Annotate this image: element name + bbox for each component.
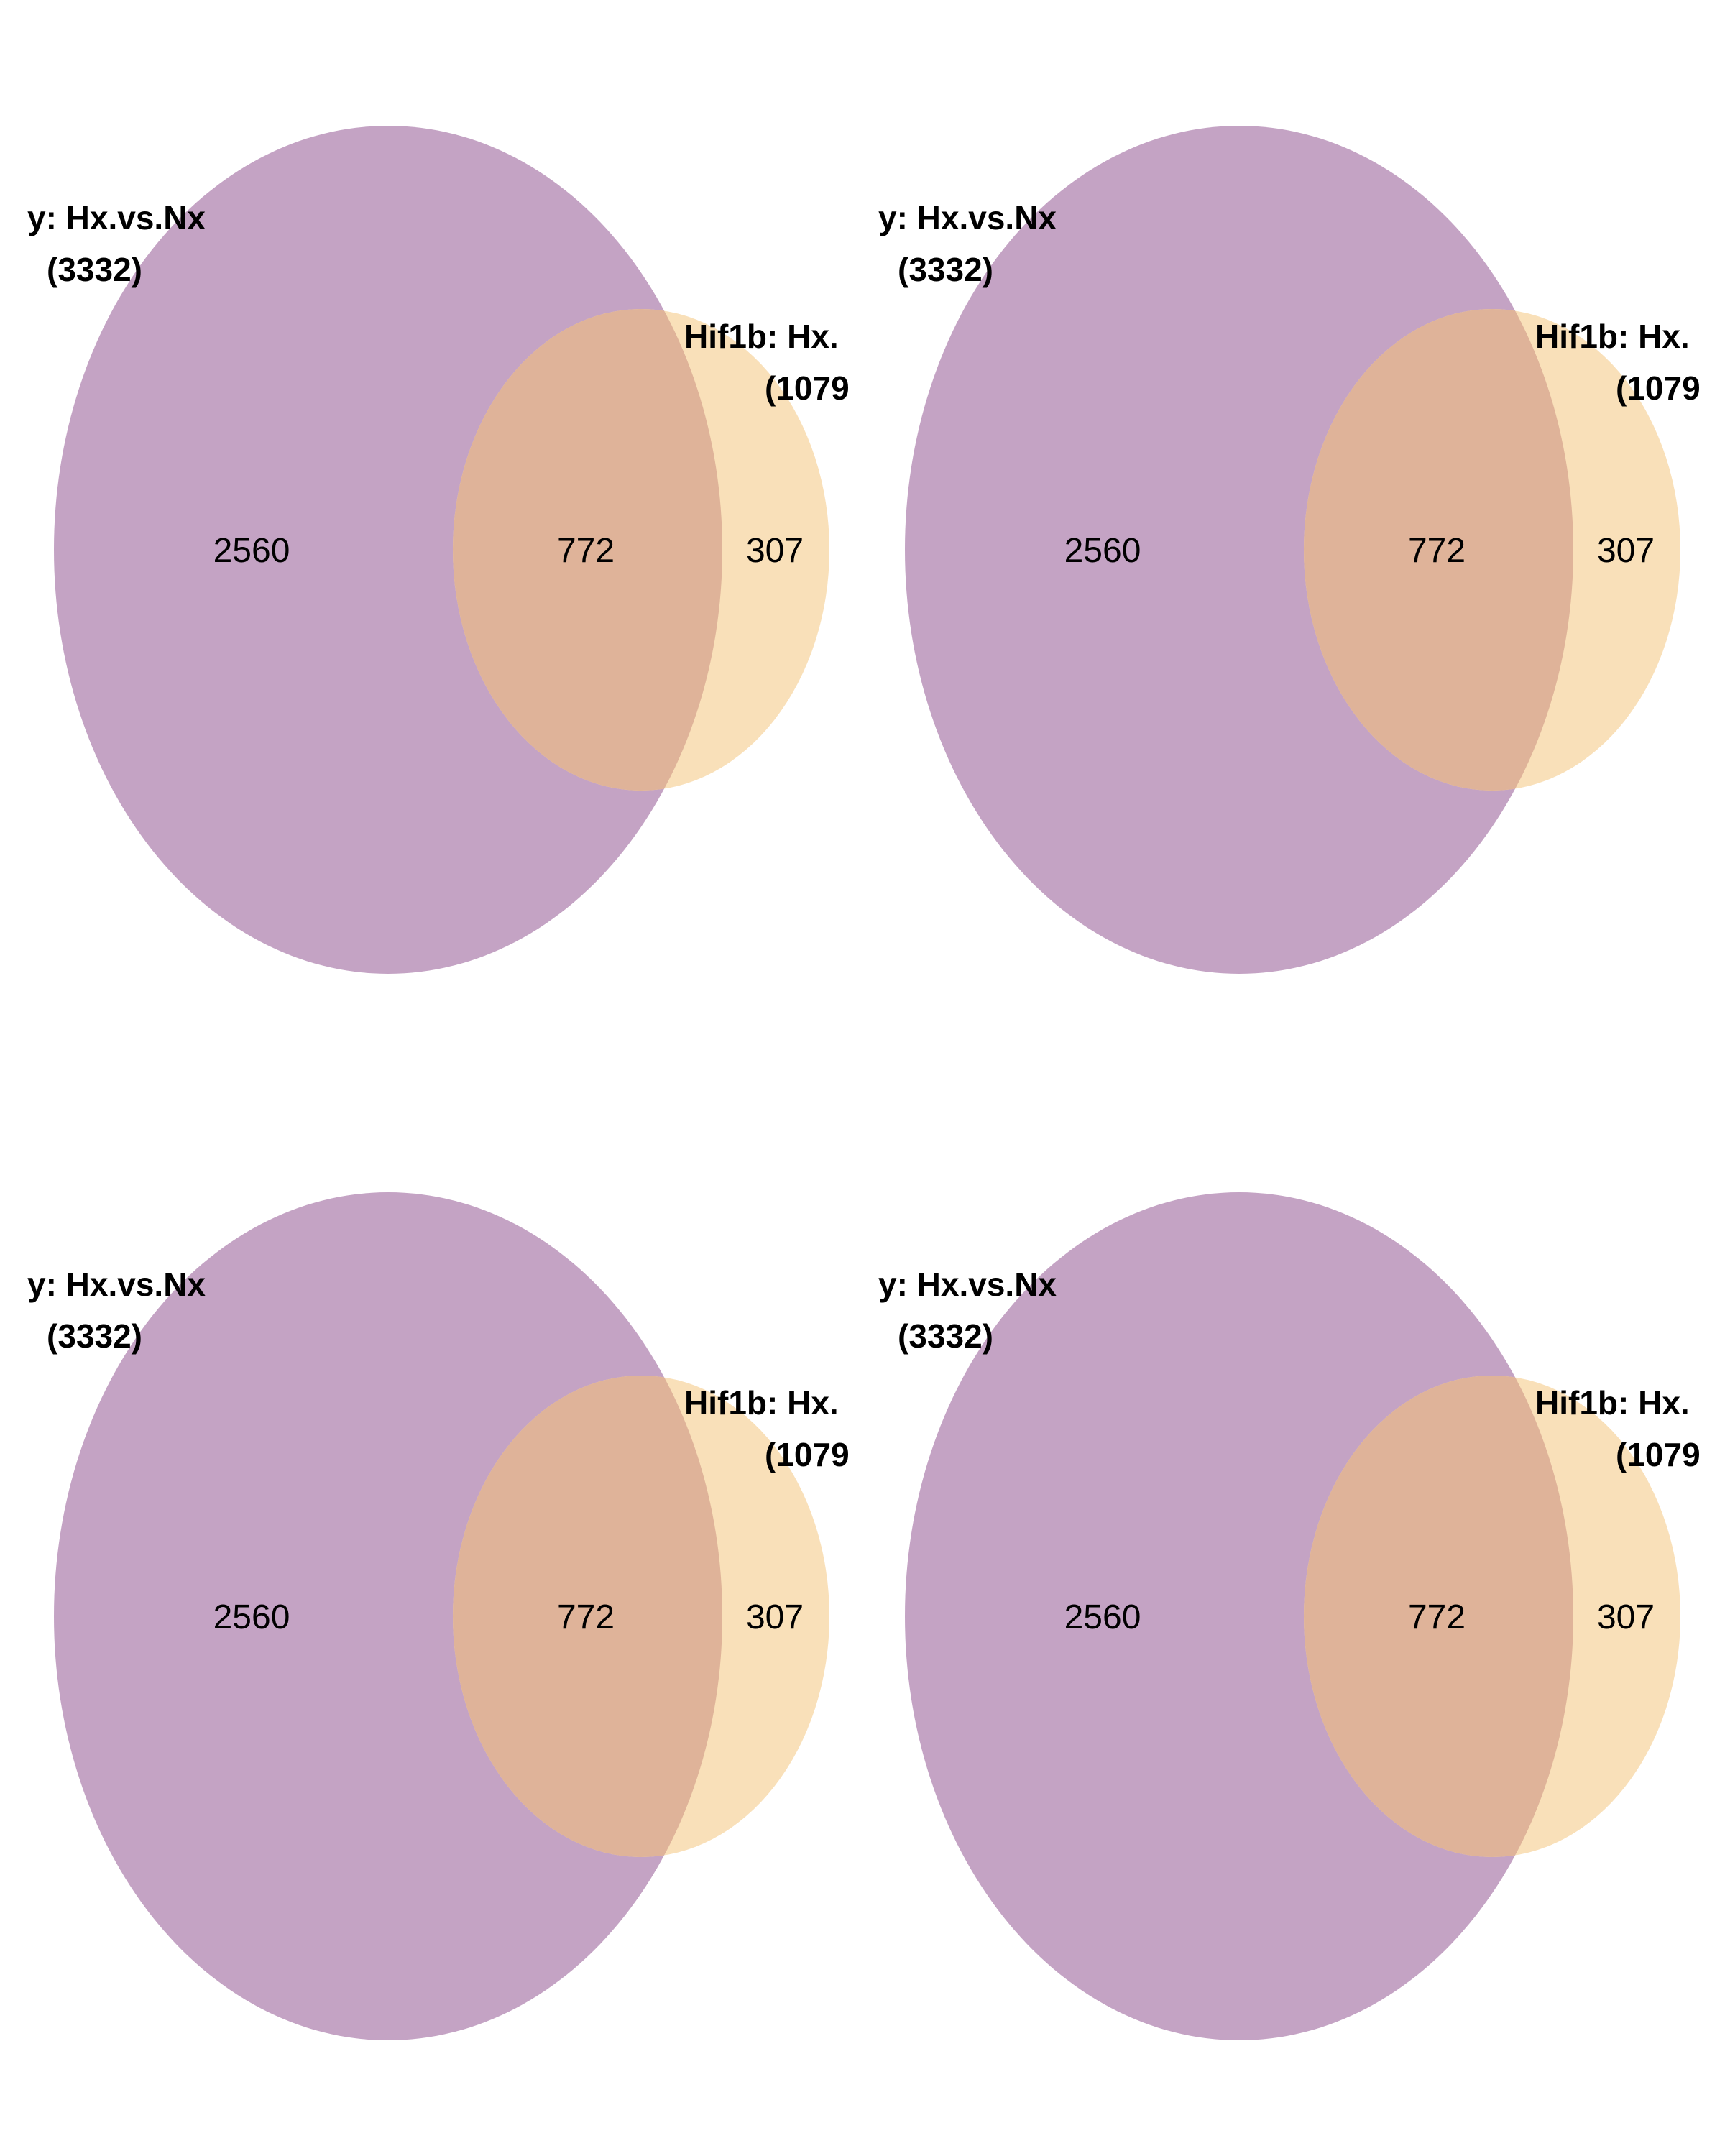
- set-b-total: (1079: [1616, 1436, 1701, 1473]
- set-a-total: (3332): [47, 251, 142, 288]
- only-a-count: 2560: [1064, 532, 1141, 570]
- only-a-count: 2560: [213, 1598, 290, 1636]
- set-a-name: y: Hx.vs.Nx: [27, 199, 206, 236]
- overlap-region: [1304, 1376, 1573, 1857]
- venn-panel-bottom-right: y: Hx.vs.Nx (3332) Hif1b: Hx. (1079 2560…: [851, 1067, 1714, 2145]
- set-a-total: (3332): [47, 1317, 142, 1355]
- only-a-count: 2560: [213, 532, 290, 570]
- set-b-total: (1079: [765, 369, 850, 407]
- only-b-count: 307: [1597, 1598, 1655, 1636]
- overlap-region: [1304, 309, 1573, 791]
- overlap-count: 772: [1408, 1598, 1466, 1636]
- venn-diagram: y: Hx.vs.Nx (3332) Hif1b: Hx. (1079 2560…: [27, 1192, 850, 2040]
- set-b-name: Hif1b: Hx.: [684, 318, 839, 355]
- overlap-count: 772: [557, 532, 615, 570]
- set-b-name: Hif1b: Hx.: [684, 1384, 839, 1422]
- set-a-name: y: Hx.vs.Nx: [27, 1266, 206, 1303]
- venn-diagram: y: Hx.vs.Nx (3332) Hif1b: Hx. (1079 2560…: [878, 126, 1701, 974]
- overlap-count: 772: [557, 1598, 615, 1636]
- set-b-total: (1079: [765, 1436, 850, 1473]
- venn-diagram: y: Hx.vs.Nx (3332) Hif1b: Hx. (1079 2560…: [27, 126, 850, 974]
- venn-panel-top-right: y: Hx.vs.Nx (3332) Hif1b: Hx. (1079 2560…: [851, 0, 1714, 1078]
- only-a-count: 2560: [1064, 1598, 1141, 1636]
- venn-panel-top-left: y: Hx.vs.Nx (3332) Hif1b: Hx. (1079 2560…: [0, 0, 862, 1078]
- set-a-total: (3332): [898, 1317, 993, 1355]
- overlap-count: 772: [1408, 532, 1466, 570]
- set-b-total: (1079: [1616, 369, 1701, 407]
- venn-diagram: y: Hx.vs.Nx (3332) Hif1b: Hx. (1079 2560…: [878, 1192, 1701, 2040]
- set-b-name: Hif1b: Hx.: [1535, 1384, 1690, 1422]
- set-b-name: Hif1b: Hx.: [1535, 318, 1690, 355]
- overlap-region: [453, 1376, 722, 1857]
- only-b-count: 307: [746, 532, 804, 570]
- overlap-region: [453, 309, 722, 791]
- set-a-name: y: Hx.vs.Nx: [878, 1266, 1057, 1303]
- set-a-total: (3332): [898, 251, 993, 288]
- only-b-count: 307: [746, 1598, 804, 1636]
- venn-panel-bottom-left: y: Hx.vs.Nx (3332) Hif1b: Hx. (1079 2560…: [0, 1067, 862, 2145]
- set-a-name: y: Hx.vs.Nx: [878, 199, 1057, 236]
- only-b-count: 307: [1597, 532, 1655, 570]
